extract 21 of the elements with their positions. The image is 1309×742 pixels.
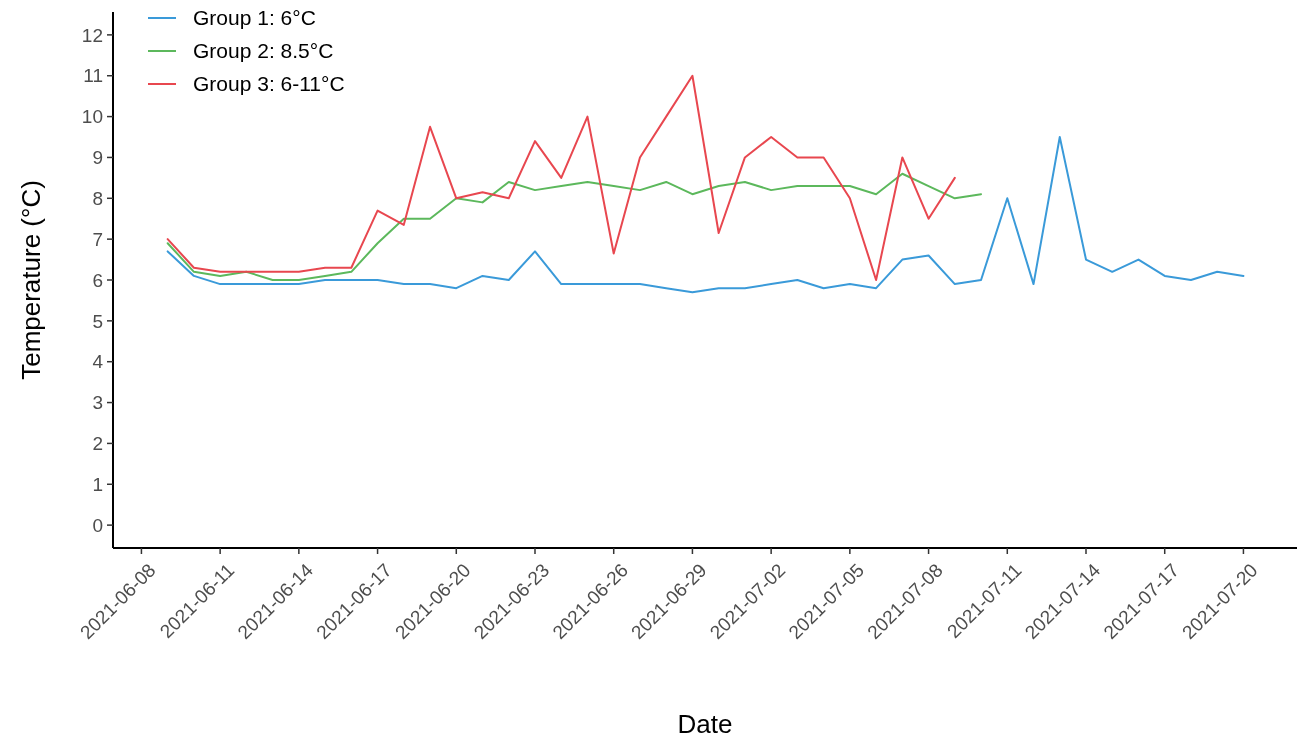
y-tick-label: 12 [81,24,103,46]
x-axis-title: Date [677,709,733,739]
y-tick-label: 1 [92,473,103,495]
legend-label: Group 1: 6°C [193,6,316,30]
y-tick-label: 8 [92,187,103,209]
y-tick-label: 11 [83,65,103,87]
y-tick-label: 5 [92,310,103,332]
y-tick-label: 10 [81,106,103,128]
line-series [166,74,956,281]
y-tick-label: 4 [92,351,104,373]
y-tick-label: 2 [92,433,103,455]
y-tick-label: 0 [92,514,103,536]
line-series [166,172,983,281]
y-tick-label: 3 [92,392,103,414]
line-series [166,136,1245,294]
legend-label: Group 3: 6-11°C [193,72,345,96]
y-axis-title: Temperature (°C) [16,180,46,380]
y-tick-label: 9 [92,147,103,169]
y-tick-label: 6 [92,269,103,291]
y-tick-label: 7 [92,228,103,250]
legend-label: Group 2: 8.5°C [193,39,334,63]
